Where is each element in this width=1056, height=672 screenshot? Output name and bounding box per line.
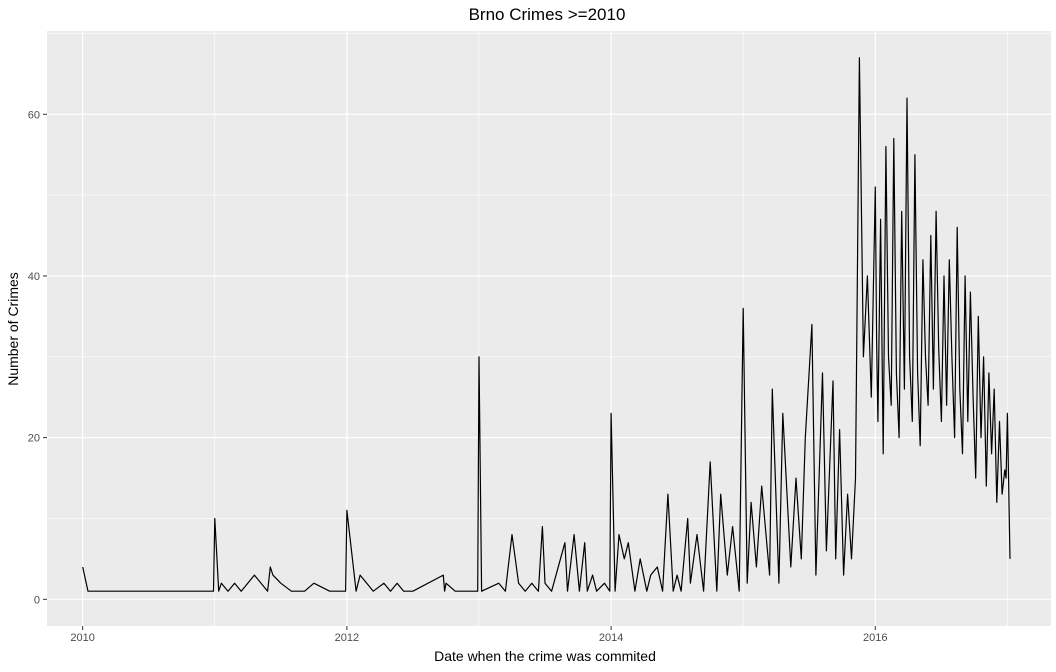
y-axis-ticks: 0 20 40 60 xyxy=(28,109,47,606)
series-line xyxy=(82,57,1011,592)
series-group xyxy=(82,57,1011,592)
y-tick-label: 0 xyxy=(34,594,40,606)
x-axis-ticks: 2010 2012 2014 2016 xyxy=(70,626,888,644)
y-tick-label: 60 xyxy=(28,109,40,121)
y-axis-title: Number of Crimes xyxy=(5,272,21,386)
x-tick-label: 2016 xyxy=(863,632,887,644)
y-tick-label: 20 xyxy=(28,433,40,445)
x-axis-title: Date when the crime was commited xyxy=(434,648,656,664)
chart-title: Brno Crimes >=2010 xyxy=(469,5,626,24)
x-tick-label: 2012 xyxy=(335,632,359,644)
x-tick-label: 2014 xyxy=(599,632,623,644)
y-tick-label: 40 xyxy=(28,271,40,283)
x-tick-label: 2010 xyxy=(70,632,94,644)
